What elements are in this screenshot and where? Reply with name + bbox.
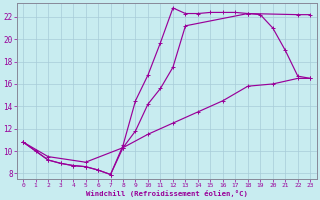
X-axis label: Windchill (Refroidissement éolien,°C): Windchill (Refroidissement éolien,°C) bbox=[86, 190, 248, 197]
